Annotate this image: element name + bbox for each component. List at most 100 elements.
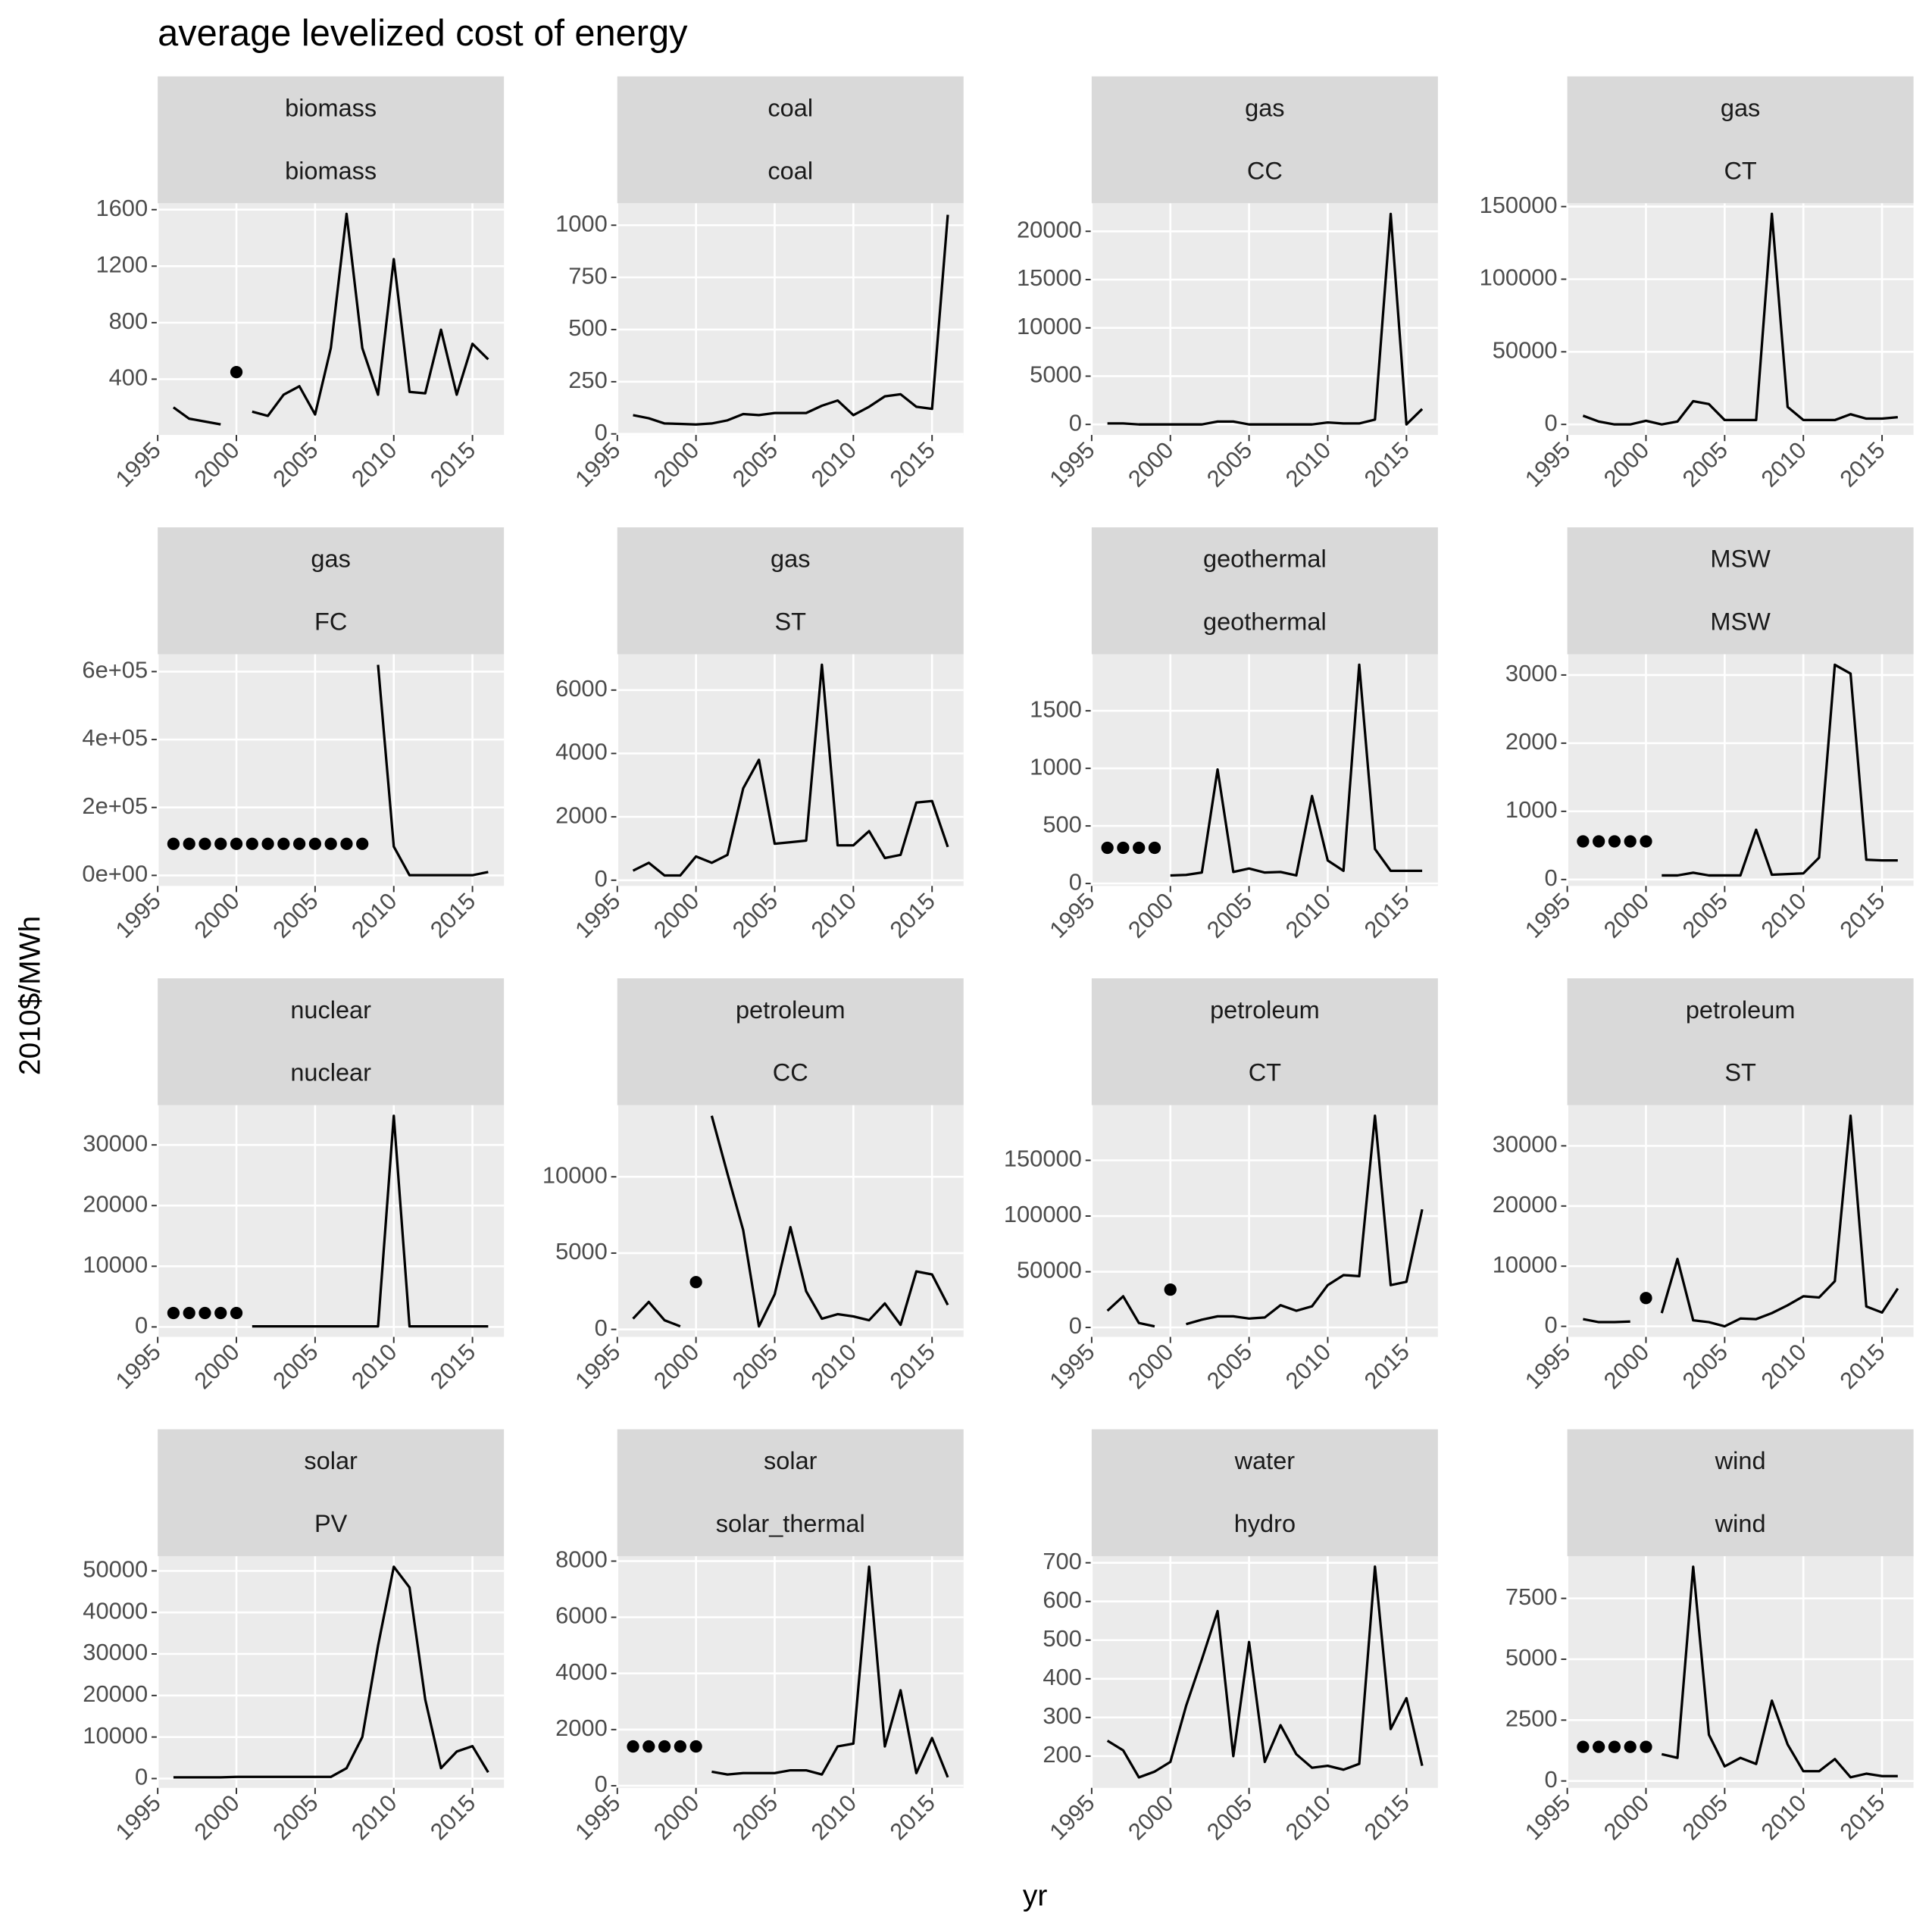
panel-background [1091, 1555, 1438, 1788]
y-tick-label: 10000 [83, 1722, 148, 1749]
y-tick-label: 150000 [1004, 1146, 1082, 1172]
strip-label: hydro [1234, 1510, 1296, 1537]
x-axis-label: yr [1023, 1880, 1048, 1912]
y-tick-label: 0 [595, 865, 608, 892]
y-tick-label: 800 [109, 308, 148, 334]
y-tick-label: 0 [1544, 1766, 1557, 1793]
y-tick-label: 10000 [1017, 313, 1082, 339]
strip-background [158, 1429, 505, 1556]
strip-label: gas [1245, 94, 1284, 121]
panel-background [158, 1105, 505, 1337]
data-point [277, 837, 290, 850]
y-tick-label: 0 [595, 419, 608, 445]
strip-label: ST [774, 608, 806, 635]
strip-label: petroleum [1686, 996, 1796, 1024]
y-tick-label: 4e+05 [82, 724, 148, 751]
data-point [167, 837, 180, 850]
strip-background [1091, 978, 1438, 1105]
data-layer [632, 663, 949, 877]
y-tick-label: 100000 [1004, 1201, 1082, 1227]
data-point [1624, 835, 1637, 848]
data-line [1662, 663, 1898, 877]
y-tick-label: 2000 [1505, 728, 1558, 755]
strip-label: coal [767, 157, 813, 184]
y-tick-label: 6000 [555, 1602, 608, 1629]
y-tick-label: 250 [568, 367, 608, 393]
strip-background [617, 978, 964, 1105]
data-line [172, 212, 489, 426]
strip-label: nuclear [290, 1059, 371, 1086]
data-line [1661, 1565, 1898, 1779]
y-tick-label: 2500 [1505, 1705, 1558, 1731]
panel-background [1567, 1105, 1914, 1337]
strip-background [1091, 527, 1438, 655]
strip-background [158, 76, 505, 204]
panel-background [617, 203, 964, 436]
data-line [1106, 1565, 1424, 1779]
data-layer [1583, 1114, 1899, 1328]
y-tick-label: 0 [135, 1312, 148, 1339]
strip-label: gas [1721, 94, 1760, 121]
y-tick-label: 6000 [555, 675, 608, 702]
data-layer [1106, 1114, 1424, 1328]
y-tick-label: 1000 [1030, 753, 1082, 780]
y-tick-label: 10000 [1493, 1251, 1558, 1277]
y-tick-label: 300 [1043, 1702, 1082, 1729]
y-tick-label: 30000 [1493, 1131, 1558, 1158]
strip-background [158, 978, 505, 1105]
strip-label: nuclear [290, 996, 371, 1024]
strip-label: solar [764, 1447, 818, 1474]
y-tick-label: 500 [1043, 811, 1082, 837]
panel-background [1091, 203, 1438, 436]
strip-label: wind [1715, 1510, 1766, 1537]
y-tick-label: 50000 [1493, 336, 1558, 363]
y-tick-label: 150000 [1480, 192, 1558, 218]
y-tick-label: 1500 [1030, 696, 1082, 722]
data-layer [172, 212, 489, 426]
data-line [1107, 212, 1424, 426]
y-tick-label: 50000 [1017, 1257, 1082, 1283]
data-line [1583, 1114, 1899, 1328]
data-point [1148, 841, 1161, 855]
panel-background [158, 203, 505, 436]
y-tick-label: 4000 [555, 739, 608, 765]
y-tick-label: 10000 [83, 1251, 148, 1277]
y-tick-label: 0 [135, 1764, 148, 1790]
data-point [642, 1740, 655, 1753]
strip-label: gas [311, 546, 350, 573]
data-layer [1577, 1565, 1898, 1779]
data-point [674, 1740, 686, 1753]
y-tick-label: 2e+05 [82, 792, 148, 819]
data-layer [1101, 663, 1423, 877]
data-point [167, 1306, 180, 1320]
data-point [292, 837, 306, 850]
panel-background [1091, 1105, 1438, 1337]
data-line [1106, 1114, 1424, 1328]
y-tick-label: 40000 [83, 1597, 148, 1624]
strip-background [1567, 527, 1914, 655]
strip-background [1567, 76, 1914, 204]
strip-background [617, 527, 964, 655]
data-layer [1582, 212, 1898, 426]
data-line [1582, 212, 1898, 426]
y-tick-label: 500 [568, 314, 608, 341]
y-tick-label: 4000 [555, 1658, 608, 1685]
data-layer [1107, 212, 1424, 426]
strip-label: CC [1247, 157, 1283, 184]
data-point [1117, 841, 1130, 855]
data-line [173, 1565, 489, 1779]
strip-label: ST [1724, 1059, 1756, 1086]
y-tick-label: 20000 [1493, 1191, 1558, 1218]
data-point [1133, 841, 1146, 855]
data-point [1164, 1283, 1177, 1296]
data-point [183, 837, 195, 850]
data-point [324, 837, 337, 850]
data-point [230, 837, 243, 850]
data-point [1101, 841, 1114, 855]
data-point [1608, 835, 1621, 848]
strip-background [1091, 76, 1438, 204]
data-layer [173, 1565, 489, 1779]
